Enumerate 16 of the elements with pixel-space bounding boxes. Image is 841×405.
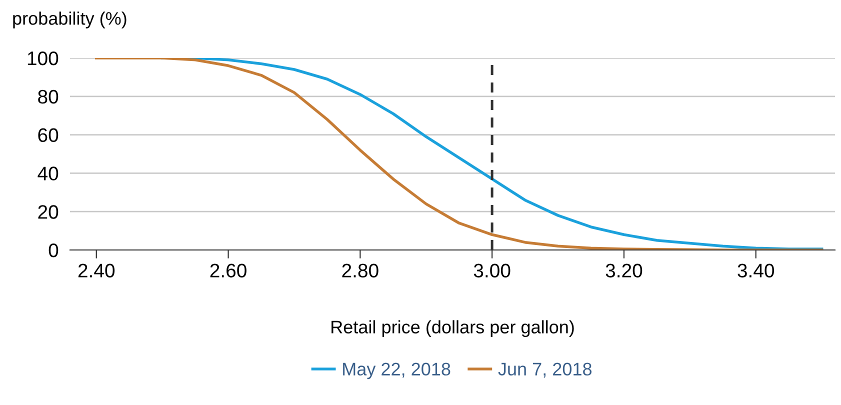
x-tick-label: 2.80 — [342, 264, 378, 278]
y-tick-label: 40 — [38, 166, 58, 180]
y-tick-label: 100 — [28, 51, 58, 66]
x-tick-label: 3.40 — [738, 264, 774, 278]
y-axis-title: probability (%) — [13, 12, 126, 28]
y-tick-label: 0 — [48, 243, 58, 258]
y-tick-label: 20 — [38, 205, 58, 219]
y-tick-label: 60 — [38, 128, 58, 142]
legend-label: May 22, 2018 — [343, 362, 450, 380]
x-tick-label: 2.40 — [78, 264, 115, 278]
x-tick-label: 3.20 — [606, 264, 642, 278]
legend-label: Jun 7, 2018 — [498, 362, 592, 378]
x-axis-title: Retail price (dollars per gallon) — [332, 320, 574, 338]
x-tick-label: 2.60 — [210, 264, 246, 278]
y-tick-label: 80 — [38, 90, 58, 104]
x-tick-label: 3.00 — [474, 264, 510, 278]
